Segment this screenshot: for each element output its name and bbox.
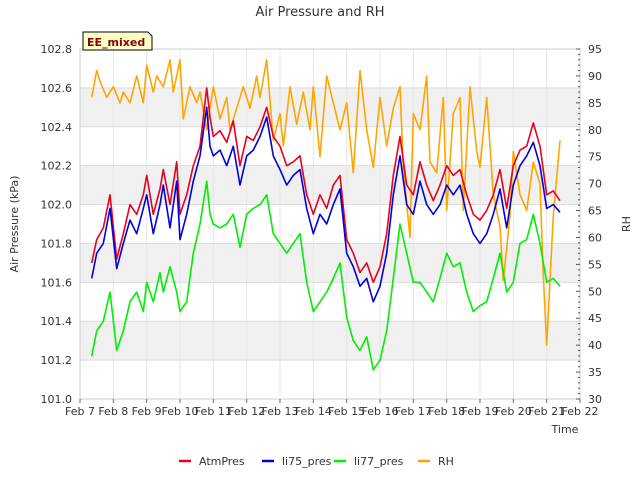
x-tick-label: Feb 10 xyxy=(162,405,199,418)
y2-tick-label: 75 xyxy=(588,151,602,164)
y-tick-label: 101.8 xyxy=(41,237,73,250)
x-tick-label: Feb 15 xyxy=(328,405,365,418)
y-tick-label: 102.6 xyxy=(41,82,73,95)
y-tick-label: 101.2 xyxy=(41,354,73,367)
y2-tick-label: 35 xyxy=(588,366,602,379)
x-tick-label: Feb 22 xyxy=(562,405,599,418)
y-tick-label: 102.4 xyxy=(41,121,73,134)
y2-tick-label: 50 xyxy=(588,285,602,298)
plot-band xyxy=(80,87,580,127)
x-tick-label: Feb 11 xyxy=(195,405,232,418)
y2-tick-label: 70 xyxy=(588,178,602,191)
y-tick-label: 101.0 xyxy=(41,393,73,406)
y-tick-label: 101.4 xyxy=(41,315,73,328)
y2-tick-label: 55 xyxy=(588,258,602,271)
series-line-rh xyxy=(90,58,561,347)
series-layer xyxy=(90,58,561,371)
y-axis-label: Air Pressure (kPa) xyxy=(8,176,21,273)
legend-label: li75_pres xyxy=(282,455,332,468)
y2-tick-label: 30 xyxy=(588,393,602,406)
y2-tick-label: 80 xyxy=(588,124,602,137)
y2-axis-label: RH xyxy=(620,216,633,232)
legend-label: li77_pres xyxy=(354,455,404,468)
x-tick-label: Feb 13 xyxy=(262,405,299,418)
legend: AtmPres li75_pres li77_pres RH xyxy=(179,455,454,468)
y2-tick-label: 90 xyxy=(588,70,602,83)
y2-tick-label: 85 xyxy=(588,97,602,110)
x-tick-label: Feb 17 xyxy=(395,405,432,418)
x-tick-label: Feb 16 xyxy=(362,405,399,418)
x-tick-label: Feb 9 xyxy=(132,405,162,418)
y-tick-label: 102.2 xyxy=(41,160,73,173)
x-axis-label: Time xyxy=(551,423,579,436)
source-badge-box xyxy=(82,31,153,51)
y2-axis-ticks: 30 35 40 45 50 55 60 65 70 75 80 85 90 95 xyxy=(576,43,602,406)
plot-area-bands xyxy=(80,87,580,361)
y-tick-label: 102.8 xyxy=(41,43,73,56)
x-tick-label: Feb 8 xyxy=(98,405,128,418)
series-line-li77-pres xyxy=(90,180,561,371)
chart-title: Air Pressure and RH xyxy=(255,5,384,20)
series-line-atmpres xyxy=(90,87,561,284)
x-tick-label: Feb 7 xyxy=(65,405,95,418)
y-tick-label: 102.0 xyxy=(41,199,73,212)
y2-tick-label: 95 xyxy=(588,43,602,56)
source-badge: EE_mixed xyxy=(82,31,153,51)
source-badge-text: EE_mixed xyxy=(87,36,145,49)
y2-tick-label: 65 xyxy=(588,205,602,218)
plot-frame xyxy=(79,48,581,400)
x-tick-label: Feb 21 xyxy=(528,405,565,418)
series-line-li75-pres xyxy=(90,106,561,303)
x-tick-label: Feb 19 xyxy=(462,405,499,418)
x-tick-label: Feb 12 xyxy=(228,405,265,418)
y-axis-ticks: 101.0 101.2 101.4 101.6 101.8 102.0 102.2 102.4… xyxy=(41,43,73,406)
x-tick-label: Feb 20 xyxy=(495,405,532,418)
legend-label: RH xyxy=(438,455,454,468)
plot-band xyxy=(80,321,580,361)
x-tick-label: Feb 18 xyxy=(428,405,465,418)
y2-tick-label: 60 xyxy=(588,231,602,244)
y2-tick-label: 40 xyxy=(588,339,602,352)
y-tick-label: 101.6 xyxy=(41,276,73,289)
y2-tick-label: 45 xyxy=(588,312,602,325)
legend-label: AtmPres xyxy=(199,455,245,468)
x-tick-label: Feb 14 xyxy=(295,405,332,418)
